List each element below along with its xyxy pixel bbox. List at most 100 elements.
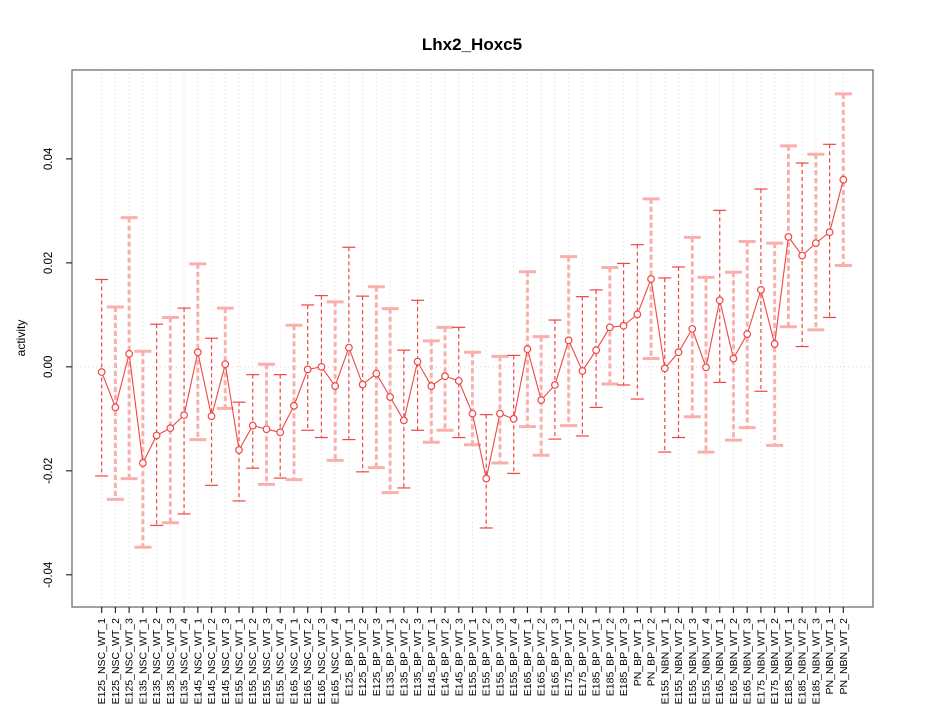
data-point — [509, 414, 518, 423]
data-point — [207, 412, 216, 421]
data-point — [331, 382, 340, 390]
y-tick-label: 0.04 — [43, 147, 55, 170]
x-tick-label: E135_BP_WT_3 — [412, 618, 424, 696]
x-tick-label: E155_BP_WT_4 — [508, 618, 520, 696]
x-tick-label: E155_NSC_WT_2 — [247, 618, 259, 705]
x-tick-label: E165_NBN_WT_1 — [714, 618, 726, 705]
x-tick-label: E145_BP_WT_1 — [426, 618, 438, 696]
data-point — [399, 416, 408, 425]
error-bar — [834, 92, 852, 267]
data-point — [674, 348, 683, 357]
error-bar — [807, 152, 825, 332]
data-point — [825, 228, 834, 237]
error-bar — [257, 362, 275, 486]
data-point — [303, 365, 312, 374]
x-tick-label: E135_BP_WT_1 — [385, 618, 397, 696]
x-tick-label: E155_NBN_WT_1 — [659, 618, 671, 705]
data-point — [839, 175, 848, 184]
x-tick-label: E165_NBN_WT_3 — [742, 618, 754, 705]
x-tick-label: E155_BP_WT_2 — [481, 618, 493, 696]
data-point — [551, 381, 559, 389]
grid-layer — [72, 70, 873, 607]
x-tick-label: E165_BP_WT_1 — [522, 618, 534, 696]
x-tick-label: E175_NBN_WT_2 — [769, 618, 781, 705]
error-bar — [150, 323, 164, 526]
error-bar — [697, 275, 715, 454]
data-point — [811, 239, 820, 248]
error-bar — [205, 337, 219, 486]
error-bar — [246, 374, 260, 469]
error-bar — [518, 270, 536, 429]
data-point — [441, 372, 449, 381]
x-tick-label: E185_NBN_WT_2 — [797, 618, 809, 705]
data-point — [125, 349, 134, 358]
x-tick-label: E145_BP_WT_3 — [453, 618, 465, 696]
x-tick-label: PN_BP_WT_2 — [646, 618, 658, 686]
data-point — [262, 425, 271, 434]
data-point — [784, 232, 793, 241]
x-tick-label: E165_BP_WT_2 — [536, 618, 548, 696]
error-bar — [273, 374, 287, 479]
data-point — [702, 363, 710, 372]
error-bar — [548, 319, 562, 440]
x-tick-label: E125_BP_WT_3 — [371, 618, 383, 696]
error-bar — [491, 354, 509, 465]
x-tick-label: PN_BP_WT_1 — [632, 618, 644, 686]
error-bar — [507, 354, 521, 474]
data-point — [193, 348, 202, 357]
error-bar — [479, 414, 493, 529]
x-tick-label: E165_NSC_WT_2 — [302, 618, 314, 705]
x-tick-label: E175_BP_WT_1 — [563, 618, 575, 696]
data-point — [605, 323, 614, 332]
x-tick-label: E155_BP_WT_1 — [467, 618, 479, 696]
data-point — [454, 376, 463, 385]
data-point — [180, 411, 188, 420]
data-point — [372, 369, 381, 378]
data-point — [152, 431, 161, 440]
data-point — [344, 343, 353, 352]
x-tick-label: E175_NBN_WT_1 — [755, 618, 767, 705]
error-bar — [617, 262, 631, 386]
x-tick-label: PN_NBN_WT_2 — [838, 618, 850, 695]
error-bar — [575, 296, 589, 437]
data-point — [592, 346, 601, 355]
error-bar — [301, 304, 315, 431]
data-point — [290, 401, 298, 410]
data-point — [235, 446, 243, 454]
errorbar-layer — [95, 92, 852, 549]
data-point — [729, 354, 738, 363]
data-point — [221, 360, 230, 369]
data-point — [715, 296, 724, 305]
data-point — [537, 396, 546, 405]
data-point — [564, 336, 573, 345]
error-bar — [326, 300, 344, 462]
x-tick-label: E125_BP_WT_1 — [343, 618, 355, 696]
x-tick-label: E165_NSC_WT_1 — [288, 618, 300, 705]
x-tick-label: E165_NSC_WT_3 — [316, 618, 328, 705]
x-tick-label: E145_BP_WT_2 — [440, 618, 452, 696]
data-series-layer — [97, 175, 848, 483]
data-point — [482, 474, 491, 483]
x-tick-label: E165_NBN_WT_2 — [728, 618, 740, 705]
x-tick-label: E125_NSC_WT_2 — [110, 618, 122, 705]
error-bar — [766, 241, 784, 447]
x-tick-label: PN_NBN_WT_1 — [824, 618, 836, 695]
x-tick-label: E135_NSC_WT_3 — [165, 618, 177, 705]
x-tick-label: E155_NSC_WT_1 — [234, 618, 246, 705]
error-bar — [216, 306, 234, 410]
data-point — [619, 321, 628, 330]
x-tick-label: E135_BP_WT_2 — [398, 618, 410, 696]
x-tick-label: E135_NSC_WT_4 — [179, 618, 191, 705]
x-tick-label: E185_BP_WT_3 — [618, 618, 630, 696]
data-point — [468, 409, 477, 418]
chart-title: Lhx2_Hoxc5 — [422, 35, 522, 54]
data-point — [317, 362, 326, 371]
error-bar — [95, 278, 109, 477]
error-bar — [422, 339, 440, 444]
x-tick-label: E165_BP_WT_3 — [549, 618, 561, 696]
error-bar — [452, 326, 466, 439]
x-tick-label: E165_NSC_WT_4 — [330, 618, 342, 705]
data-point — [757, 285, 765, 294]
data-point — [97, 368, 106, 376]
